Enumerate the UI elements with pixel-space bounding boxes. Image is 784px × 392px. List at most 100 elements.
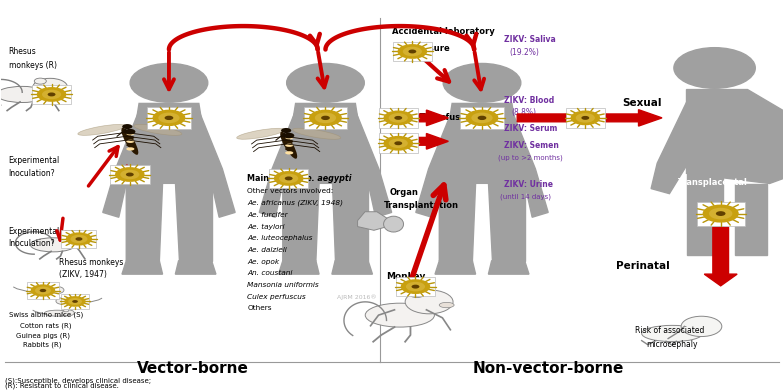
Circle shape: [115, 167, 144, 182]
Ellipse shape: [83, 239, 94, 243]
Circle shape: [63, 231, 93, 246]
Circle shape: [406, 282, 425, 291]
Polygon shape: [122, 261, 162, 274]
Polygon shape: [439, 183, 476, 261]
Circle shape: [702, 205, 739, 223]
Text: Accidental laboratory: Accidental laboratory: [392, 27, 495, 36]
Circle shape: [62, 297, 67, 300]
Text: Others: Others: [247, 305, 272, 312]
Text: (until 14 days): (until 14 days): [500, 194, 551, 200]
Circle shape: [383, 111, 413, 125]
Ellipse shape: [126, 132, 134, 135]
Text: ZIKV: Semen: ZIKV: Semen: [504, 141, 559, 150]
Circle shape: [321, 116, 330, 120]
Circle shape: [75, 237, 82, 241]
Circle shape: [389, 113, 408, 123]
Circle shape: [63, 310, 74, 316]
Text: Swiss albino mice (S): Swiss albino mice (S): [9, 312, 83, 318]
Ellipse shape: [31, 238, 75, 252]
Ellipse shape: [45, 310, 70, 316]
Circle shape: [408, 49, 416, 53]
Text: monkeys (R): monkeys (R): [9, 61, 56, 70]
Polygon shape: [439, 103, 524, 183]
Bar: [393, 42, 432, 61]
Text: Mansonia uniformis: Mansonia uniformis: [247, 282, 319, 288]
Text: ZIKV: Serum: ZIKV: Serum: [504, 124, 557, 133]
Circle shape: [122, 124, 132, 129]
Text: Experimental: Experimental: [9, 227, 60, 236]
Ellipse shape: [61, 298, 89, 305]
Text: (ZIKV, 1947): (ZIKV, 1947): [60, 270, 107, 279]
Text: (R): Resistant to clinical disease.: (R): Resistant to clinical disease.: [5, 383, 118, 389]
Circle shape: [120, 170, 140, 179]
Text: ZIKV: Urine: ZIKV: Urine: [504, 180, 553, 189]
Circle shape: [130, 64, 208, 102]
Circle shape: [716, 211, 725, 216]
Circle shape: [51, 286, 57, 289]
Polygon shape: [283, 103, 368, 183]
Text: Ae. opok: Ae. opok: [247, 259, 279, 265]
Text: Cotton rats (R): Cotton rats (R): [20, 323, 72, 329]
Ellipse shape: [134, 124, 182, 135]
Circle shape: [477, 116, 486, 120]
Text: bite: bite: [397, 286, 416, 295]
Circle shape: [56, 298, 69, 304]
Circle shape: [40, 289, 46, 292]
Circle shape: [72, 300, 78, 303]
Polygon shape: [103, 111, 139, 217]
Text: Rhesus monkeys: Rhesus monkeys: [60, 258, 124, 267]
Text: Organ: Organ: [390, 188, 419, 197]
Text: Rabbits (R): Rabbits (R): [23, 342, 61, 348]
Polygon shape: [355, 111, 392, 217]
Circle shape: [274, 171, 303, 186]
Text: Main vector:: Main vector:: [247, 174, 307, 183]
Text: Ae. aegypti: Ae. aegypti: [300, 174, 352, 183]
Circle shape: [397, 44, 427, 59]
Text: Perinatal: Perinatal: [615, 261, 670, 271]
Text: Inoculation?: Inoculation?: [9, 169, 55, 178]
Circle shape: [394, 116, 402, 120]
Circle shape: [158, 113, 180, 123]
FancyArrow shape: [517, 110, 662, 126]
Ellipse shape: [285, 140, 293, 143]
Circle shape: [34, 78, 46, 84]
Ellipse shape: [126, 143, 134, 147]
Circle shape: [31, 284, 56, 297]
Polygon shape: [283, 183, 319, 261]
Ellipse shape: [237, 128, 285, 139]
Circle shape: [409, 290, 424, 298]
Bar: [147, 107, 191, 129]
Text: Ae. luteocephalus: Ae. luteocephalus: [247, 235, 313, 241]
Circle shape: [64, 296, 85, 307]
Polygon shape: [332, 261, 372, 274]
Polygon shape: [651, 102, 687, 194]
Bar: [61, 230, 96, 248]
Circle shape: [681, 316, 722, 337]
Text: Experimental: Experimental: [9, 156, 60, 165]
Circle shape: [68, 298, 82, 305]
Text: Risk of associated: Risk of associated: [635, 326, 705, 335]
Text: Inoculation?: Inoculation?: [9, 239, 55, 248]
Circle shape: [412, 285, 419, 289]
FancyArrow shape: [400, 110, 448, 126]
Circle shape: [389, 138, 408, 148]
Circle shape: [126, 172, 134, 176]
Ellipse shape: [439, 302, 454, 308]
Circle shape: [443, 64, 521, 102]
Circle shape: [64, 309, 69, 312]
Circle shape: [35, 287, 51, 294]
Polygon shape: [126, 103, 212, 183]
Text: Monkey: Monkey: [386, 272, 425, 281]
Circle shape: [405, 290, 453, 314]
Polygon shape: [512, 111, 548, 217]
Circle shape: [403, 47, 422, 56]
Polygon shape: [126, 183, 162, 261]
Bar: [269, 169, 308, 188]
Circle shape: [64, 230, 74, 236]
Bar: [32, 85, 71, 104]
Polygon shape: [260, 111, 296, 217]
Circle shape: [48, 93, 56, 96]
Text: Other vectors involved:: Other vectors involved:: [247, 188, 333, 194]
Circle shape: [33, 78, 67, 96]
Ellipse shape: [126, 147, 134, 151]
